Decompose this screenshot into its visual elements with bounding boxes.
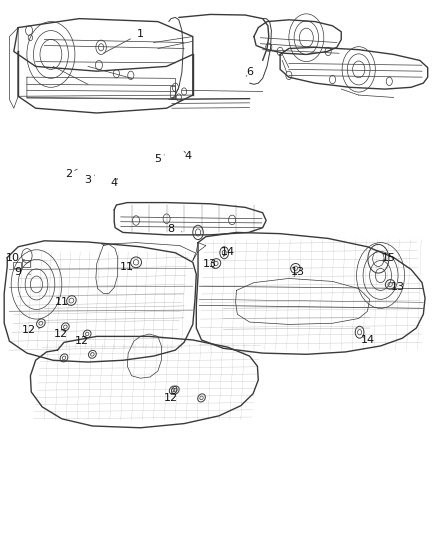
Text: 2: 2 <box>65 169 77 179</box>
Bar <box>170 85 175 98</box>
Text: 13: 13 <box>290 268 304 278</box>
Text: 14: 14 <box>221 247 235 256</box>
Text: 4: 4 <box>184 151 192 161</box>
Bar <box>21 260 30 267</box>
Text: 13: 13 <box>391 282 405 293</box>
Text: 9: 9 <box>14 268 30 278</box>
Text: 3: 3 <box>85 175 95 185</box>
Text: 4: 4 <box>111 178 118 188</box>
Text: 5: 5 <box>154 154 164 164</box>
Text: 11: 11 <box>55 297 69 308</box>
Text: 15: 15 <box>382 253 396 263</box>
Text: 1: 1 <box>103 29 144 53</box>
Text: 12: 12 <box>22 326 40 335</box>
Text: 12: 12 <box>164 393 178 403</box>
Text: 11: 11 <box>120 262 134 271</box>
Text: 14: 14 <box>360 335 374 345</box>
Text: 6: 6 <box>246 67 253 77</box>
Text: 13: 13 <box>203 259 217 269</box>
Text: 12: 12 <box>54 329 68 339</box>
Text: 10: 10 <box>6 253 25 263</box>
Text: 8: 8 <box>167 224 182 235</box>
Text: 12: 12 <box>74 336 88 346</box>
Bar <box>13 262 21 268</box>
